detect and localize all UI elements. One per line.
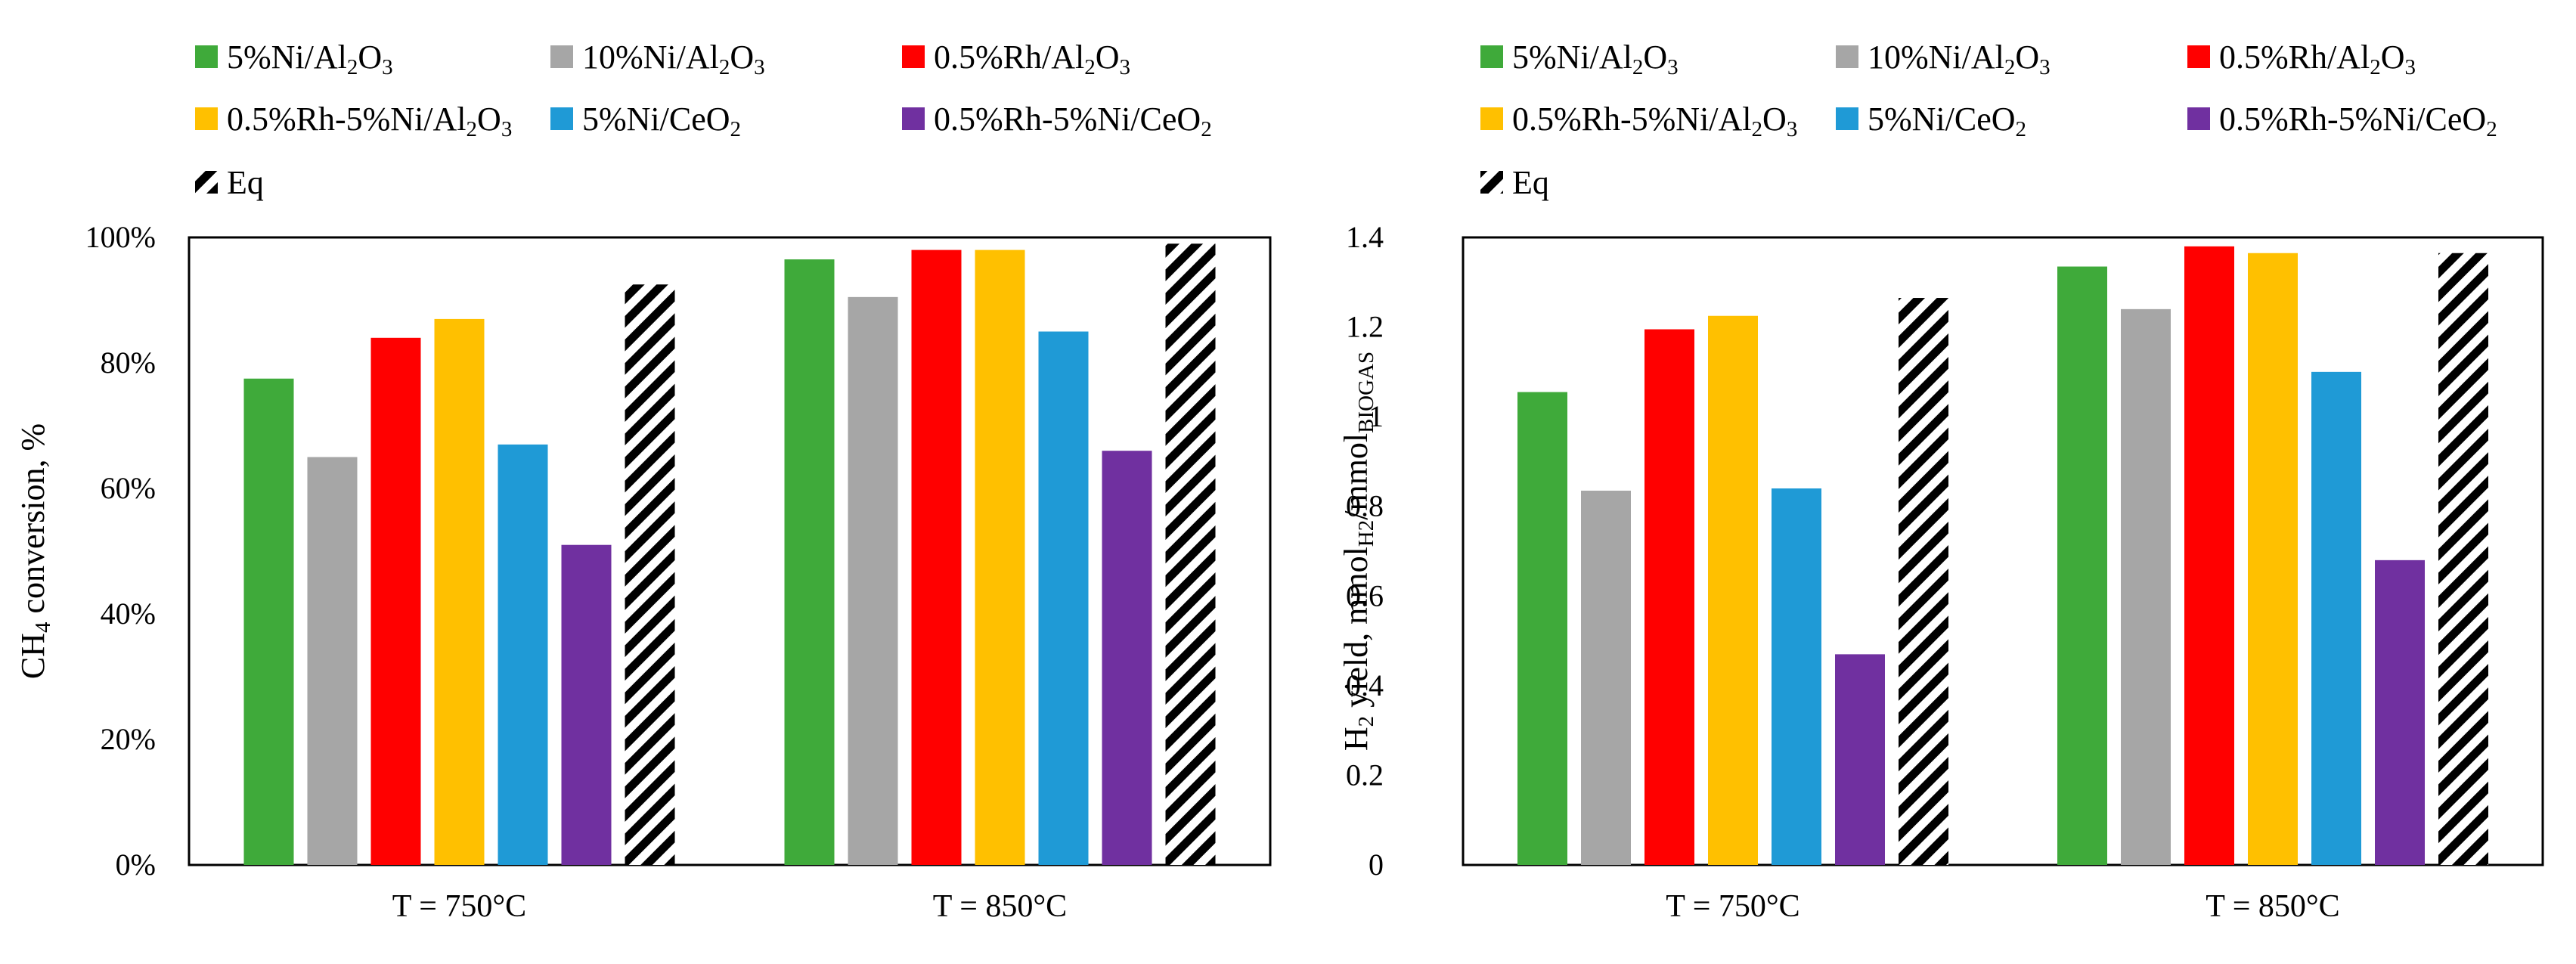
y-tick-label: 0.4 — [1346, 668, 1384, 702]
legend-swatch — [195, 171, 218, 194]
legend-item-0-5pctrh-al2o3: 0.5%Rh/Al2O3 — [902, 39, 1130, 79]
chart-ch4-conversion: 0% 20% 40% 60% 80% 100% CH4 conversion, % T = 7… — [14, 39, 1272, 924]
y-tick-label: 60% — [101, 471, 156, 505]
y-axis-title: CH4 conversion, % — [14, 423, 55, 679]
chart-h2-yield: 0 0.2 0.4 0.6 0.8 1 1.2 1.4 H2 yield, mmolH2/mmo… — [1338, 39, 2544, 924]
y-tick-label: 1 — [1369, 399, 1384, 433]
bar-5pctni-ceo2-t-750-c — [498, 444, 548, 865]
legend-item-0-5pctrh-5pctni-al2o3: 0.5%Rh-5%Ni/Al2O3 — [1480, 101, 1797, 141]
legend-swatch — [550, 107, 573, 130]
legend-swatch — [902, 45, 925, 68]
bar-eq-t-850-c — [2438, 253, 2488, 865]
category-label: T = 750°C — [392, 889, 526, 924]
legend-label: Eq — [227, 164, 264, 201]
bar-eq-t-750-c — [625, 284, 675, 865]
category-label: T = 850°C — [933, 889, 1067, 924]
legend-item-0-5pctrh-5pctni-ceo2: 0.5%Rh-5%Ni/CeO2 — [902, 101, 1212, 141]
bar-10pctni-al2o3-t-850-c — [2121, 308, 2171, 865]
bar-5pctni-al2o3-t-850-c — [784, 259, 835, 865]
bar-0-5pctrh-5pctni-ceo2-t-850-c — [1102, 451, 1152, 865]
legend-swatch — [550, 45, 573, 68]
y-tick-label: 0.2 — [1346, 758, 1384, 792]
legend-swatch — [195, 107, 218, 130]
legend-label: 5%Ni/CeO2 — [582, 101, 741, 141]
bar-0-5pctrh-al2o3-t-850-c — [2184, 246, 2234, 865]
bar-5pctni-ceo2-t-750-c — [1772, 488, 1821, 865]
y-tick-label: 0.6 — [1346, 578, 1384, 612]
legend-label: 0.5%Rh-5%Ni/CeO2 — [2219, 101, 2497, 141]
bar-0-5pctrh-5pctni-al2o3-t-750-c — [1708, 315, 1758, 865]
legend-label: 5%Ni/CeO2 — [1868, 101, 2026, 141]
legend-label: 0.5%Rh/Al2O3 — [934, 39, 1130, 79]
bar-0-5pctrh-5pctni-ceo2-t-750-c — [1835, 654, 1885, 865]
y-axis-title: H2 yield, mmolH2/mmolBIOGAS — [1338, 352, 1378, 751]
legend-item-0-5pctrh-al2o3: 0.5%Rh/Al2O3 — [2187, 39, 2416, 79]
legend-swatch — [2187, 107, 2210, 130]
y-tick-label: 80% — [101, 346, 156, 380]
legend-item-eq: Eq — [195, 164, 264, 201]
bar-10pctni-al2o3-t-750-c — [1581, 490, 1631, 865]
legend-item-5pctni-al2o3: 5%Ni/Al2O3 — [195, 39, 393, 79]
bar-5pctni-ceo2-t-850-c — [2311, 371, 2361, 865]
legend-label: 0.5%Rh-5%Ni/Al2O3 — [227, 101, 512, 141]
bar-0-5pctrh-al2o3-t-750-c — [370, 337, 421, 865]
legend-swatch — [195, 45, 218, 68]
bar-0-5pctrh-5pctni-al2o3-t-850-c — [975, 250, 1025, 866]
bar-eq-t-750-c — [1899, 298, 1948, 865]
legend-swatch — [2187, 45, 2210, 68]
bar-0-5pctrh-5pctni-ceo2-t-850-c — [2375, 559, 2425, 865]
legend-label: 0.5%Rh-5%Ni/Al2O3 — [1512, 101, 1797, 141]
y-tick-label: 0% — [116, 848, 156, 882]
category-label: T = 850°C — [2206, 889, 2339, 924]
y-tick-label: 1.4 — [1346, 220, 1384, 254]
legend-item-5pctni-ceo2: 5%Ni/CeO2 — [1836, 101, 2026, 141]
bar-0-5pctrh-5pctni-al2o3-t-750-c — [434, 318, 485, 865]
legend-item-0-5pctrh-5pctni-al2o3: 0.5%Rh-5%Ni/Al2O3 — [195, 101, 512, 141]
legend-item-10pctni-al2o3: 10%Ni/Al2O3 — [550, 39, 765, 79]
legend-swatch — [902, 107, 925, 130]
bar-0-5pctrh-al2o3-t-850-c — [911, 250, 962, 866]
legend-label: 5%Ni/Al2O3 — [227, 39, 393, 79]
y-tick-label: 0.8 — [1346, 489, 1384, 523]
legend-item-eq: Eq — [1480, 164, 1549, 201]
bar-5pctni-al2o3-t-850-c — [2057, 266, 2107, 865]
legend-label: Eq — [1512, 164, 1549, 201]
y-tick-label: 40% — [101, 597, 156, 631]
legend-item-5pctni-ceo2: 5%Ni/CeO2 — [550, 101, 741, 141]
legend-swatch — [1480, 107, 1503, 130]
legend-item-10pctni-al2o3: 10%Ni/Al2O3 — [1836, 39, 2051, 79]
legend-label: 0.5%Rh-5%Ni/CeO2 — [934, 101, 1212, 141]
legend-label: 10%Ni/Al2O3 — [1868, 39, 2051, 79]
bar-10pctni-al2o3-t-750-c — [307, 457, 358, 865]
legend-label: 0.5%Rh/Al2O3 — [2219, 39, 2416, 79]
y-tick-label: 0 — [1369, 848, 1384, 882]
legend-item-0-5pctrh-5pctni-ceo2: 0.5%Rh-5%Ni/CeO2 — [2187, 101, 2497, 141]
bar-10pctni-al2o3-t-850-c — [848, 296, 898, 866]
bar-5pctni-ceo2-t-850-c — [1038, 331, 1089, 865]
bar-eq-t-850-c — [1165, 243, 1216, 865]
bar-5pctni-al2o3-t-750-c — [243, 378, 294, 865]
legend-item-5pctni-al2o3: 5%Ni/Al2O3 — [1480, 39, 1679, 79]
legend-label: 5%Ni/Al2O3 — [1512, 39, 1679, 79]
bar-0-5pctrh-5pctni-ceo2-t-750-c — [561, 544, 612, 865]
legend-swatch — [1480, 45, 1503, 68]
y-tick-label: 100% — [85, 220, 156, 254]
y-tick-label: 20% — [101, 722, 156, 756]
bar-0-5pctrh-5pctni-al2o3-t-850-c — [2248, 253, 2298, 865]
legend-swatch — [1836, 45, 1858, 68]
plot-area-frame — [188, 236, 1272, 866]
legend-label: 10%Ni/Al2O3 — [582, 39, 765, 79]
category-label: T = 750°C — [1666, 889, 1799, 924]
y-tick-label: 1.2 — [1346, 310, 1384, 344]
legend-swatch — [1480, 171, 1503, 194]
bar-0-5pctrh-al2o3-t-750-c — [1644, 329, 1694, 865]
plot-area-frame — [1462, 236, 2544, 866]
legend-swatch — [1836, 107, 1858, 130]
bar-5pctni-al2o3-t-750-c — [1517, 392, 1567, 865]
